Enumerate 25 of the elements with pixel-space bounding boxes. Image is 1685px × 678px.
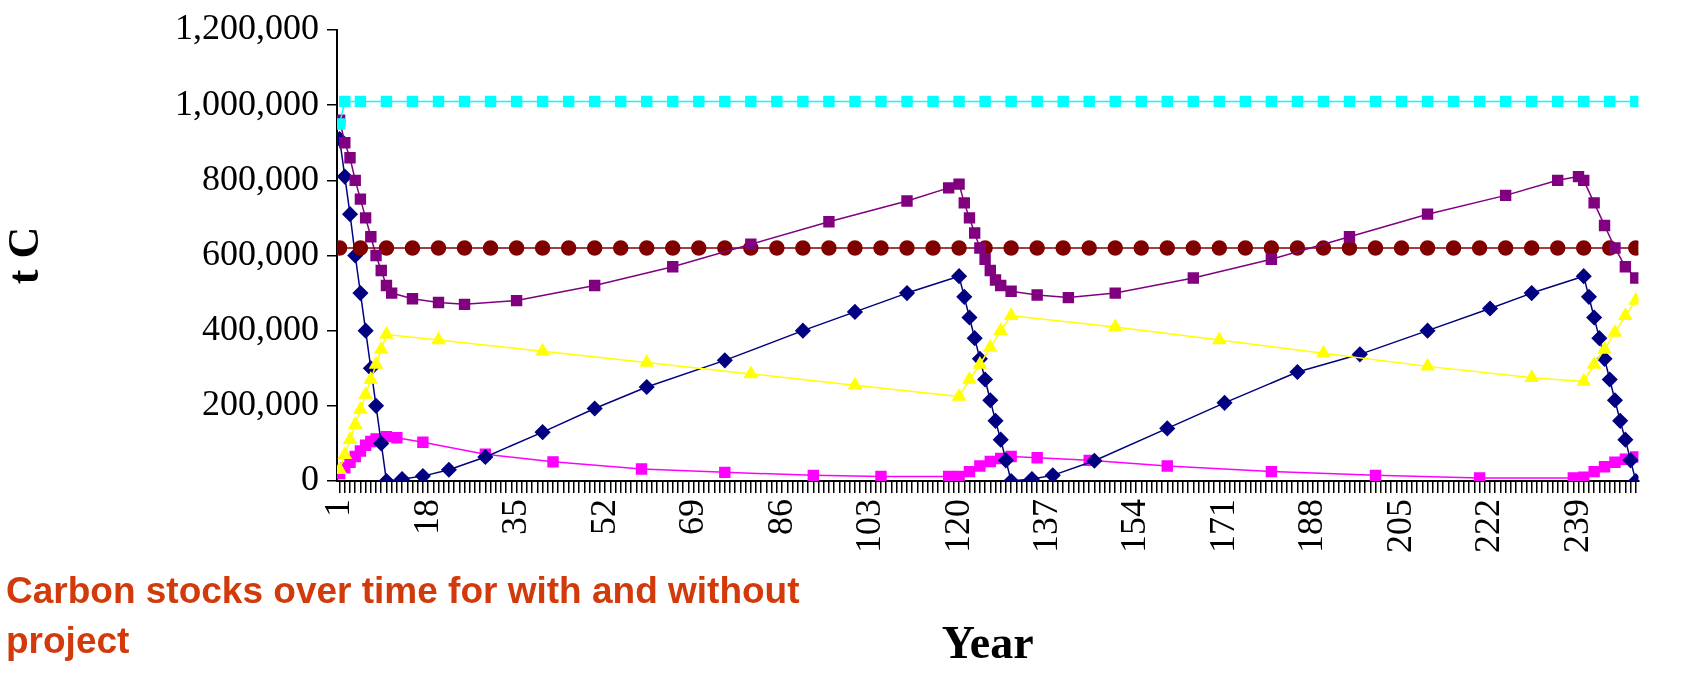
x-tick-label: 86 — [759, 499, 800, 535]
y-tick-label: 600,000 — [202, 232, 319, 273]
x-tick-label: 35 — [494, 499, 535, 535]
y-axis-title: t C — [0, 226, 48, 285]
x-tick-label: 1 — [317, 499, 358, 517]
y-tick-label: 200,000 — [202, 383, 319, 424]
y-tick-label: 1,000,000 — [175, 82, 319, 123]
x-tick-label: 222 — [1467, 499, 1508, 553]
x-tick-label: 239 — [1555, 499, 1596, 553]
x-axis-title: Year — [941, 617, 1034, 669]
x-tick-label: 171 — [1201, 499, 1242, 553]
x-tick-label: 154 — [1113, 499, 1154, 553]
x-tick-label: 69 — [671, 499, 712, 535]
x-tick-label: 103 — [848, 499, 889, 553]
y-tick-label: 0 — [301, 458, 319, 499]
y-tick-label: 400,000 — [202, 308, 319, 349]
y-tick-label: 1,200,000 — [175, 7, 319, 48]
y-tick-label: 800,000 — [202, 157, 319, 198]
text: Carbon stocks over time for with and without project — [6, 569, 801, 663]
x-tick-label: 188 — [1290, 499, 1331, 553]
x-tick-label: 52 — [582, 499, 623, 535]
x-tick-label: 120 — [936, 499, 977, 553]
x-tick-label: 205 — [1378, 499, 1419, 553]
x-tick-label: 18 — [405, 499, 446, 535]
x-tick-label: 137 — [1025, 499, 1066, 553]
